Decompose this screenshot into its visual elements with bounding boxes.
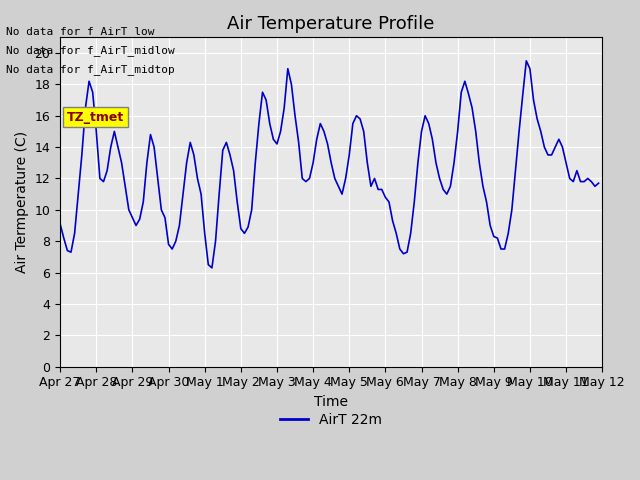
X-axis label: Time: Time xyxy=(314,395,348,409)
Text: No data for f_AirT_midlow: No data for f_AirT_midlow xyxy=(6,45,175,56)
Title: Air Temperature Profile: Air Temperature Profile xyxy=(227,15,435,33)
Text: TZ_tmet: TZ_tmet xyxy=(67,111,124,124)
Text: No data for f_AirT_midtop: No data for f_AirT_midtop xyxy=(6,64,175,75)
Text: No data for f_AirT_low: No data for f_AirT_low xyxy=(6,25,155,36)
Legend: AirT 22m: AirT 22m xyxy=(275,407,388,432)
Y-axis label: Air Termperature (C): Air Termperature (C) xyxy=(15,131,29,273)
